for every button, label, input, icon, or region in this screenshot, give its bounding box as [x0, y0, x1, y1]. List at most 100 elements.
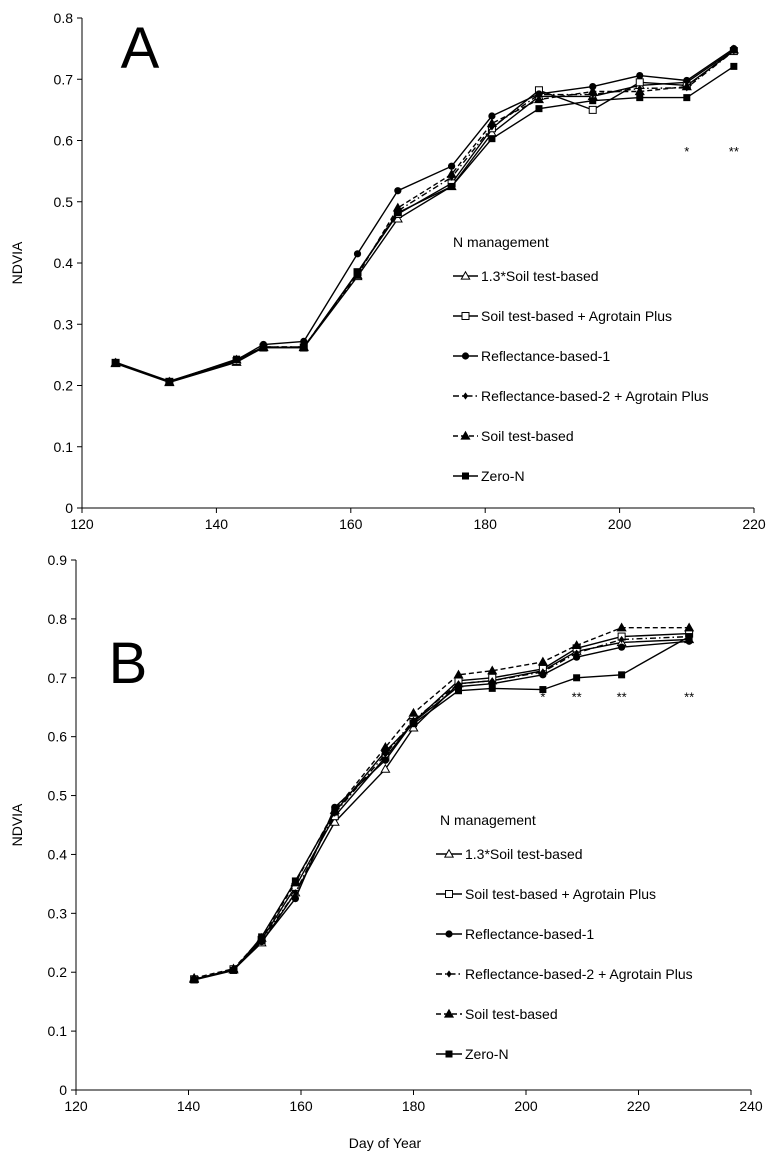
data-point [533, 94, 545, 104]
data-point [354, 268, 362, 276]
legend-entry-label: Reflectance-based-1 [481, 348, 610, 364]
data-point [587, 86, 598, 96]
data-point [589, 97, 597, 105]
legend-swatch-marker [445, 1050, 453, 1058]
data-point [292, 889, 298, 897]
data-point [618, 671, 626, 679]
y-tick-label: 0.3 [48, 905, 68, 921]
legend-entry-label: Soil test-based + Agrotain Plus [481, 308, 672, 324]
data-point [453, 669, 464, 679]
data-point [381, 747, 389, 755]
y-tick-label: 0.6 [54, 133, 74, 149]
legend-swatch-marker [443, 1008, 455, 1018]
significance-annotation: ** [572, 689, 582, 704]
data-point [730, 62, 738, 70]
x-tick-label: 220 [627, 1098, 651, 1114]
significance-annotation: * [540, 689, 545, 704]
legend-swatch-marker [462, 472, 469, 480]
data-point [300, 344, 308, 352]
data-point [619, 635, 625, 644]
data-point [455, 687, 462, 695]
data-point [573, 653, 581, 661]
data-point [571, 640, 582, 650]
data-point [353, 250, 362, 258]
legend-swatch-marker [461, 312, 470, 320]
data-point [488, 135, 496, 143]
y-tick-label: 0.4 [54, 255, 74, 271]
data-point [588, 105, 597, 114]
data-point [331, 808, 339, 816]
significance-annotation: * [684, 144, 689, 159]
legend-swatch-marker [462, 392, 469, 400]
panel-a: 0 0.1 0.2 0.3 0.4 0.5 0.6 0.7 0.8 120 140 160 180 200… [9, 10, 766, 532]
legend-title: N management [453, 234, 549, 250]
data-point [190, 976, 198, 984]
y-tick-label: 0.6 [48, 729, 68, 745]
legend-entry-label: Zero-N [481, 468, 525, 484]
legend-entry-label: 1.3*Soil test-based [465, 846, 583, 862]
x-tick-label: 120 [70, 516, 94, 532]
data-point [165, 378, 173, 386]
data-point [291, 895, 299, 903]
legend-swatch-marker [443, 848, 455, 858]
x-tick-label: 180 [402, 1098, 426, 1114]
data-point [258, 933, 266, 941]
y-tick-label: 0.8 [54, 10, 74, 26]
x-tick-label: 140 [205, 516, 229, 532]
data-point [394, 187, 402, 195]
data-point [684, 622, 695, 632]
y-tick-label: 0.2 [54, 378, 74, 394]
x-tick-label: 200 [514, 1098, 538, 1114]
legend-entry-label: Reflectance-based-1 [465, 926, 594, 942]
data-point [636, 71, 644, 80]
data-point [574, 649, 580, 657]
data-point [408, 722, 419, 732]
data-point [446, 168, 457, 178]
data-point [448, 182, 456, 190]
data-point [539, 686, 547, 694]
y-tick-label: 0 [59, 1082, 67, 1098]
data-point [486, 118, 497, 127]
data-point [573, 674, 581, 682]
data-point [616, 622, 627, 632]
data-point [455, 680, 462, 688]
legend-entry-label: Reflectance-based-2 + Agrotain Plus [481, 388, 709, 404]
series-line [193, 632, 690, 980]
x-tick-label: 160 [339, 516, 363, 532]
y-tick-label: 0.2 [48, 964, 68, 980]
data-point [381, 756, 389, 764]
series-line [115, 65, 735, 383]
series-line [193, 635, 690, 980]
data-point [636, 94, 644, 102]
legend-entry-label: Soil test-based [481, 428, 574, 444]
data-point [683, 94, 691, 102]
legend-entry-label: Soil test-based + Agrotain Plus [465, 886, 656, 902]
legend-entry-label: Reflectance-based-2 + Agrotain Plus [465, 966, 693, 982]
significance-annotation: ** [617, 689, 627, 704]
data-point [233, 355, 241, 363]
data-point [728, 44, 739, 54]
x-tick-label: 120 [64, 1098, 88, 1114]
x-tick-label: 200 [608, 516, 632, 532]
legend-swatch-marker [445, 890, 453, 898]
data-point [540, 668, 546, 676]
legend-entry-label: Soil test-based [465, 1006, 558, 1022]
legend-swatch-marker [460, 430, 471, 440]
y-tick-label: 0.8 [48, 611, 68, 627]
data-point [259, 344, 267, 352]
significance-annotation: ** [684, 689, 694, 704]
y-tick-label: 0.7 [54, 71, 74, 87]
x-tick-label: 160 [289, 1098, 313, 1114]
x-tick-label: 240 [739, 1098, 763, 1114]
data-point [683, 76, 691, 85]
x-tick-label: 140 [177, 1098, 201, 1114]
data-point [392, 213, 403, 223]
legend-entry-label: 1.3*Soil test-based [481, 268, 599, 284]
y-tick-label: 0.1 [48, 1023, 68, 1039]
y-tick-label: 0.3 [54, 316, 74, 332]
data-point [685, 633, 693, 641]
panel-b: 0 0.1 0.2 0.3 0.4 0.5 0.6 0.7 0.8 0.9 120 140 160 180… [9, 552, 763, 1114]
legend-swatch-marker [445, 930, 453, 938]
data-point [291, 877, 299, 885]
data-point [681, 81, 692, 91]
